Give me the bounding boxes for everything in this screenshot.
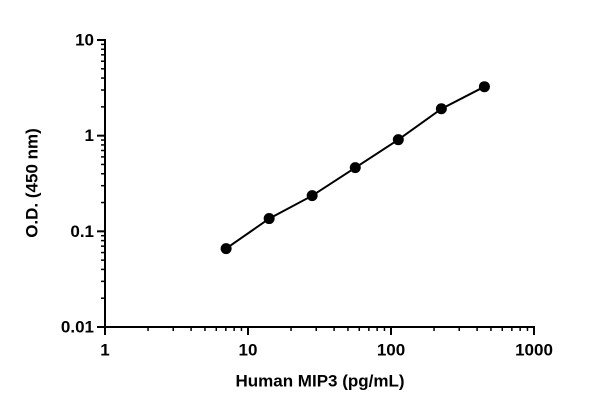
x-tick-label: 1000 — [515, 340, 553, 359]
data-point — [306, 190, 318, 202]
x-tick-label: 100 — [377, 340, 405, 359]
data-point — [478, 81, 490, 93]
x-axis-title: Human MIP3 (pg/mL) — [235, 371, 404, 390]
data-point — [263, 213, 275, 225]
x-tick-label: 10 — [239, 340, 258, 359]
y-tick-label: 10 — [75, 30, 94, 49]
y-tick-label: 1 — [85, 126, 94, 145]
y-tick-label: 0.01 — [61, 317, 94, 336]
x-tick-label: 1 — [100, 340, 109, 359]
data-point — [392, 134, 404, 146]
y-axis-title: O.D. (450 nm) — [22, 128, 41, 238]
y-tick-label: 0.1 — [70, 222, 94, 241]
data-point — [349, 162, 361, 174]
data-point — [220, 243, 232, 255]
data-point — [435, 103, 447, 115]
